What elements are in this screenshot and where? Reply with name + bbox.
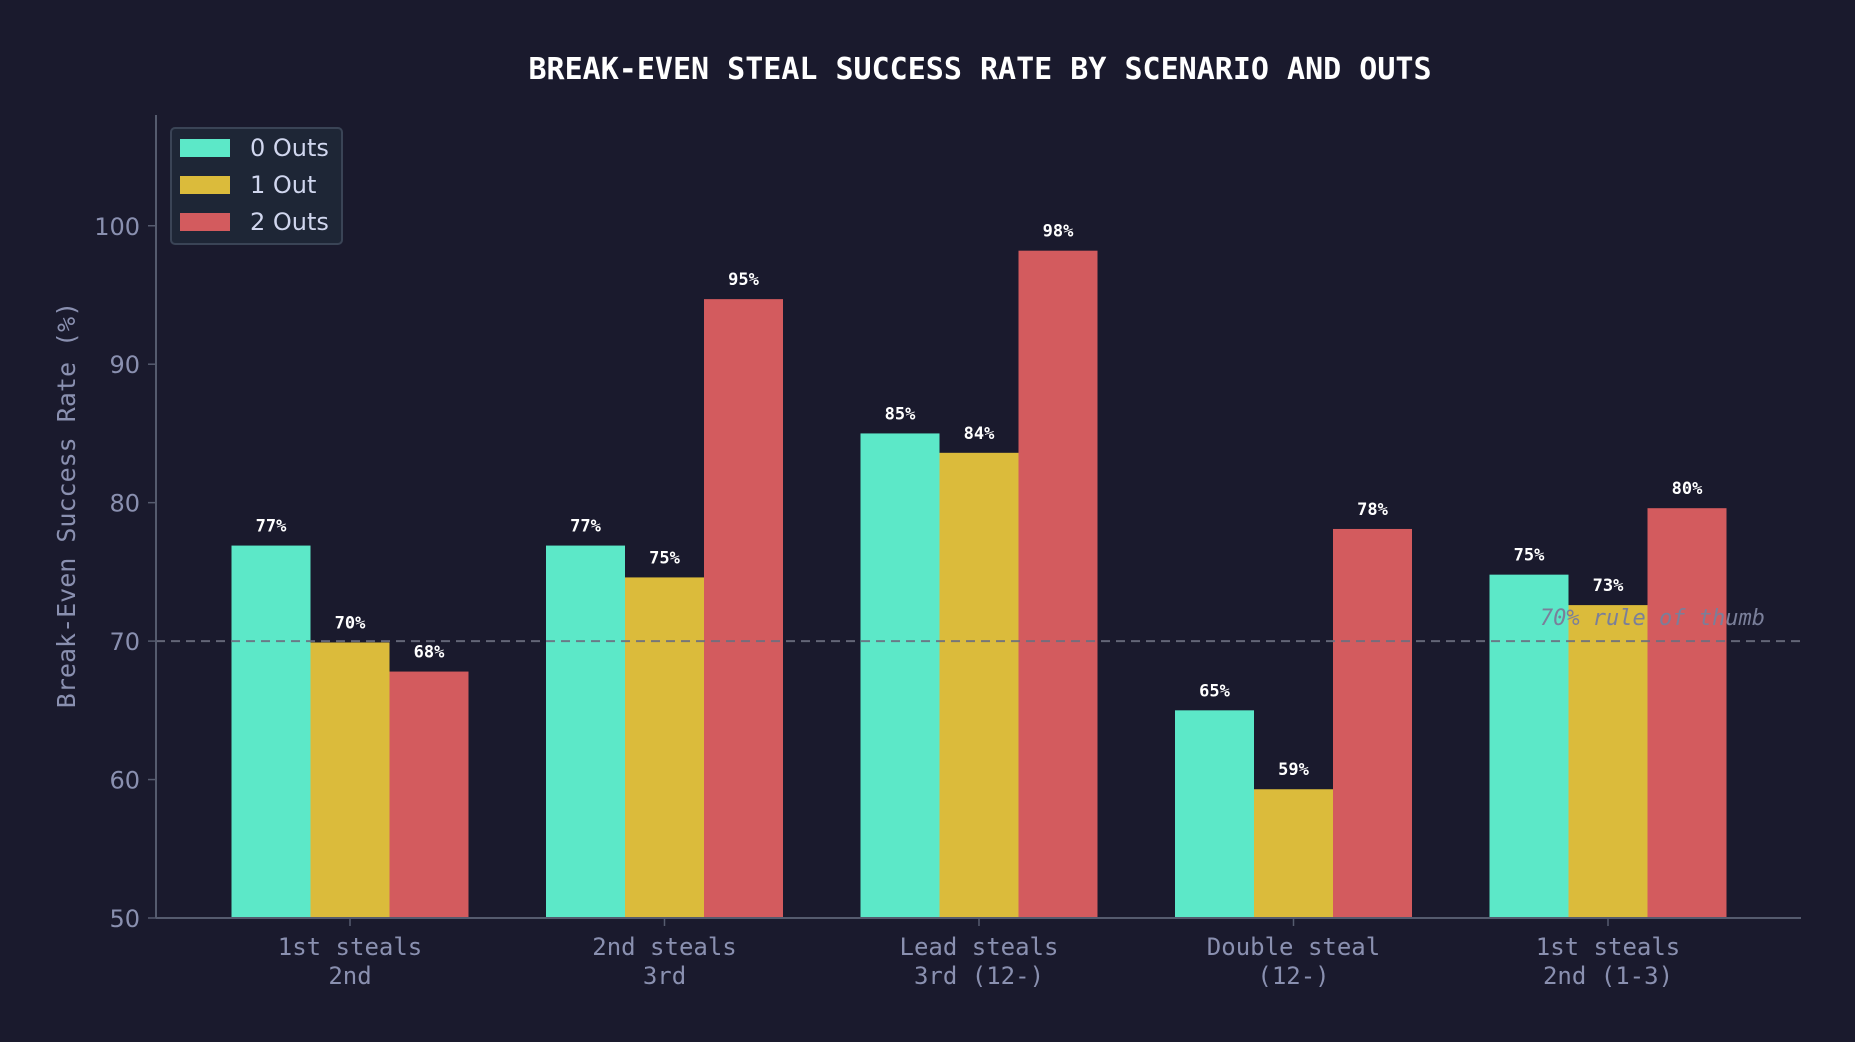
bars-group: 77% 70% 68% 77% 75% 95% 85% 84% 98% 65% 59% 78% 75% 7… [231,222,1727,918]
x-tick-label: 3rd [643,962,686,990]
bar [546,545,625,918]
y-tick-label: 80 [109,490,140,518]
data-label: 73% [1593,576,1624,596]
bar [860,433,940,918]
data-label: 65% [1199,681,1230,701]
bar [1254,789,1333,918]
bar [704,299,783,918]
y-tick-label: 100 [94,213,140,241]
legend-swatch [180,139,230,157]
x-tick-label: 1st steals [278,933,423,961]
bar [231,545,311,918]
data-label: 78% [1357,500,1388,520]
bar [625,577,704,918]
data-label: 75% [649,548,680,568]
data-label: 59% [1278,760,1309,780]
bar [1333,528,1412,918]
chart-title: BREAK-EVEN STEAL SUCCESS RATE BY SCENARI… [528,52,1431,87]
x-tick-label: Lead steals [900,933,1059,961]
x-tick-label: (12-) [1257,962,1329,990]
data-label: 77% [570,517,601,537]
data-label: 75% [1514,546,1545,566]
bar [310,642,390,918]
x-tick-label: 1st steals [1536,933,1681,961]
y-tick-label: 70 [109,628,140,656]
data-label: 98% [1043,222,1074,242]
data-label: 85% [885,404,916,424]
bar [939,452,1019,918]
reference-line-group: 70% rule of thumb [156,606,1801,643]
bar [1568,605,1648,918]
y-tick-label: 90 [109,351,140,379]
legend: 0 Outs 1 Out 2 Outs [170,127,343,245]
data-label: 80% [1672,479,1703,499]
data-label: 70% [335,613,366,633]
y-tick-label: 50 [109,905,140,933]
x-tick-label: 3rd (12-) [914,962,1044,990]
data-label: 77% [256,517,287,537]
legend-swatch [180,213,230,231]
x-tick-label: 2nd (1-3) [1543,962,1673,990]
bar [1489,574,1569,918]
bar [1647,508,1727,918]
legend-swatch [180,176,230,194]
x-tick-label: 2nd steals [592,933,737,961]
bar [389,671,469,918]
data-label: 95% [728,270,759,290]
reference-line-label: 70% rule of thumb [1540,606,1765,631]
data-label: 84% [964,424,995,444]
bar [1018,250,1098,918]
y-axis-label: Break-Even Success Rate (%) [52,302,81,708]
y-tick-label: 60 [109,767,140,795]
data-label: 68% [414,643,445,663]
bar [1175,710,1254,918]
x-tick-label: Double steal [1207,933,1380,961]
legend-label: 2 Outs [250,208,329,236]
legend-label: 0 Outs [250,134,329,162]
legend-label: 1 Out [250,171,316,199]
x-tick-label: 2nd [328,962,371,990]
